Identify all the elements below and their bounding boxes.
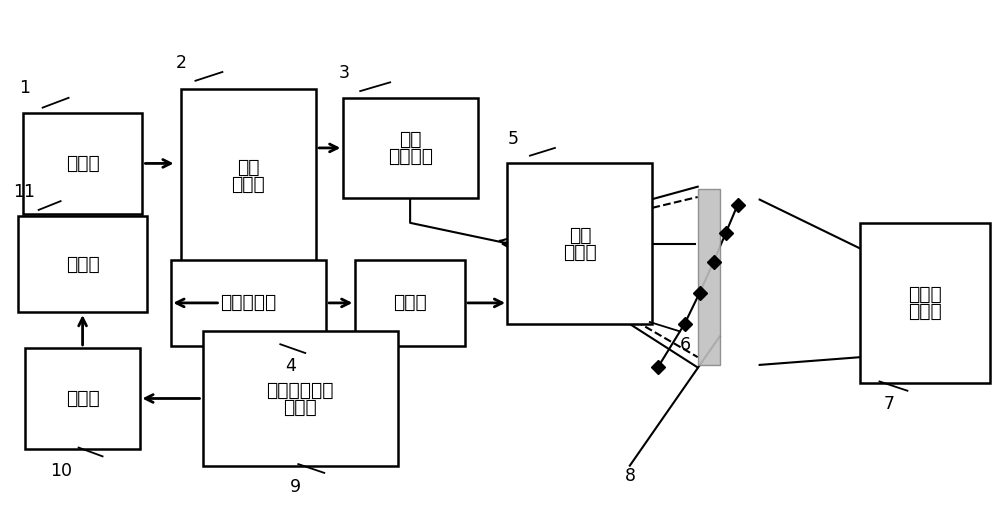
Text: 衰减器: 衰减器 bbox=[393, 293, 427, 312]
Text: 发射: 发射 bbox=[399, 130, 421, 149]
Text: 光学系统: 光学系统 bbox=[388, 147, 433, 166]
Text: 激光器: 激光器 bbox=[66, 154, 99, 173]
Bar bbox=[203, 332, 398, 466]
Bar bbox=[860, 223, 990, 383]
Text: 5: 5 bbox=[508, 130, 519, 148]
Bar bbox=[171, 260, 326, 346]
Text: 准直器: 准直器 bbox=[563, 242, 597, 262]
Text: 分束器: 分束器 bbox=[231, 176, 265, 194]
Text: 光纤: 光纤 bbox=[569, 225, 591, 244]
Text: 4: 4 bbox=[285, 357, 296, 375]
Bar bbox=[355, 260, 465, 346]
Text: 学系统: 学系统 bbox=[909, 302, 942, 321]
Bar bbox=[343, 97, 478, 198]
Text: 8: 8 bbox=[625, 467, 636, 485]
Text: 单光子计数型: 单光子计数型 bbox=[267, 380, 334, 399]
Text: 探测器: 探测器 bbox=[283, 397, 317, 416]
Text: 2: 2 bbox=[175, 54, 186, 72]
Text: 接收光: 接收光 bbox=[909, 285, 942, 304]
Text: 处理器: 处理器 bbox=[66, 255, 99, 274]
Text: 声光频移器: 声光频移器 bbox=[220, 293, 276, 312]
Text: 10: 10 bbox=[51, 462, 73, 480]
Text: 11: 11 bbox=[13, 183, 35, 201]
Text: 9: 9 bbox=[290, 478, 301, 496]
Text: 计数卡: 计数卡 bbox=[66, 389, 99, 408]
Bar bbox=[181, 89, 316, 264]
Bar bbox=[23, 113, 142, 214]
Text: 3: 3 bbox=[338, 64, 349, 82]
Text: 1: 1 bbox=[19, 79, 30, 97]
Bar bbox=[507, 163, 652, 324]
Bar bbox=[698, 189, 720, 365]
Text: 6: 6 bbox=[680, 337, 691, 354]
Text: 光纤: 光纤 bbox=[237, 159, 260, 177]
Bar bbox=[18, 217, 147, 312]
Bar bbox=[25, 348, 140, 449]
Text: 7: 7 bbox=[883, 395, 894, 413]
